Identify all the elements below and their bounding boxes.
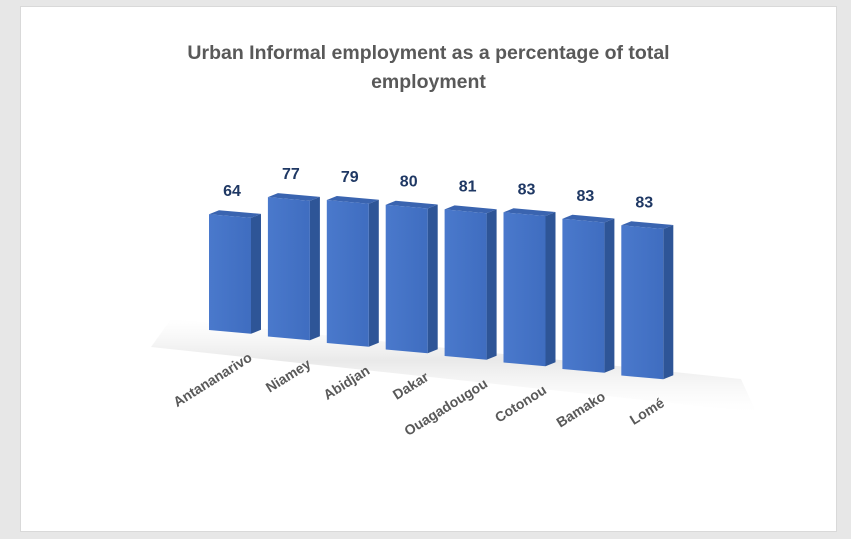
category-label: Antananarivo: [170, 349, 254, 410]
bar-front-face: [444, 209, 487, 360]
bar-1: [209, 210, 261, 334]
data-label: 80: [400, 174, 418, 191]
bar-front-face: [209, 214, 251, 334]
bars-group: [209, 193, 674, 380]
bar-side-face: [251, 213, 261, 334]
bar-top-face: [385, 200, 438, 209]
bar-5: [444, 205, 497, 360]
bar-4: [385, 200, 438, 354]
bar-front-face: [621, 225, 664, 380]
bar-side-face: [663, 225, 674, 380]
bar-front-face: [503, 212, 546, 367]
bar-front-face: [267, 197, 310, 341]
bar-top-face: [621, 221, 674, 229]
bar-3: [326, 196, 379, 347]
category-label: Abidjan: [320, 362, 372, 403]
bar-front-face: [385, 204, 428, 354]
bar-top-face: [503, 208, 556, 216]
chart-title-line-2: employment: [371, 71, 486, 93]
bar-top-face: [326, 196, 379, 204]
data-label: 81: [459, 178, 477, 195]
bar-side-face: [427, 204, 438, 354]
bar-front-face: [562, 218, 605, 373]
bar-2: [267, 193, 320, 341]
chart-floor: [151, 319, 756, 412]
chart-title-line-1: Urban Informal employment as a percentag…: [187, 42, 670, 64]
bar-side-face: [545, 212, 556, 367]
chart-area: Urban Informal employment as a percentag…: [20, 6, 837, 532]
data-label: 79: [341, 169, 359, 186]
data-label: 83: [518, 181, 536, 198]
bar-top-face: [444, 205, 497, 214]
data-label: 64: [223, 183, 241, 200]
bar-top-face: [267, 193, 320, 201]
bar-side-face: [309, 196, 320, 341]
bar-top-face: [562, 214, 615, 223]
bar-8: [621, 221, 674, 380]
category-label: Cotonou: [492, 381, 549, 425]
bar-top-face: [209, 210, 261, 218]
data-labels-group: 64 77 79 80 81 83 83 83: [223, 166, 653, 211]
data-label: 83: [635, 194, 653, 211]
bar-front-face: [326, 200, 369, 347]
bar-7: [562, 214, 615, 373]
category-label: Bamako: [553, 388, 608, 430]
bar-6: [503, 208, 556, 367]
floor-plane: [151, 319, 756, 412]
bar-side-face: [368, 199, 379, 347]
bar-side-face: [486, 209, 497, 360]
bar-side-face: [604, 218, 615, 373]
data-label: 83: [577, 188, 595, 205]
data-label: 77: [282, 166, 300, 183]
chart-title: Urban Informal employment as a percentag…: [21, 39, 836, 97]
